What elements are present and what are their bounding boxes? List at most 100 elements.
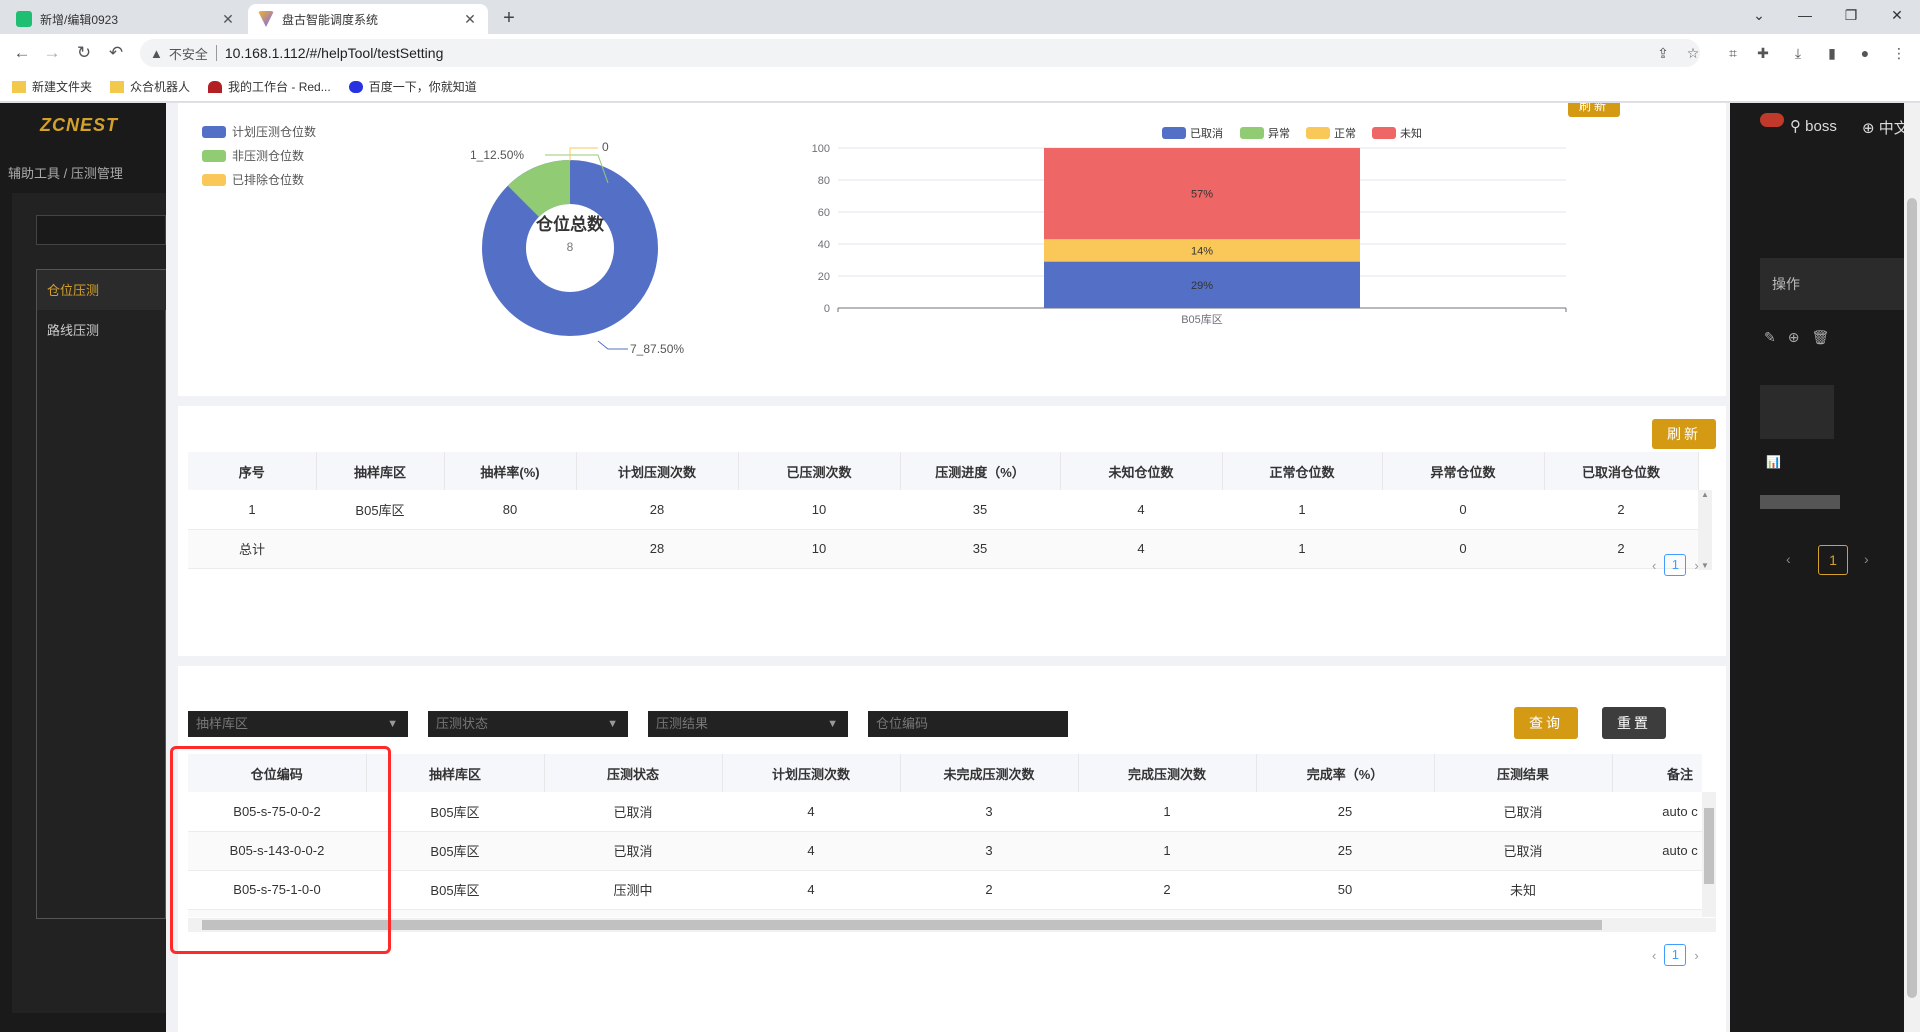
bar-segment[interactable] [1044, 239, 1360, 262]
legend-swatch[interactable] [1162, 127, 1186, 139]
user-menu[interactable]: ⚲ boss [1790, 117, 1837, 135]
table-row[interactable]: B05-s-75-1-0-0 B05库区 压测中 4 2 2 50 未知 [188, 870, 1702, 910]
chart-icon[interactable]: 📊 [1766, 455, 1781, 469]
select-placeholder: 压测状态 [436, 716, 489, 731]
table-row[interactable]: B05-s-143-1-0-2B05库区压测中4400未知 [188, 909, 1702, 917]
area-select[interactable]: 抽样库区 ▼ [188, 711, 408, 737]
legend-swatch[interactable] [1240, 127, 1264, 139]
table-row[interactable]: B05-s-143-0-0-2 B05库区 已取消 4 3 1 25 已取消 auto c [188, 831, 1702, 871]
slice-label: 1_12.50% [470, 148, 524, 162]
restore-icon[interactable]: ❐ [1844, 7, 1858, 23]
tab-search-icon[interactable]: ⌄ [1753, 7, 1765, 23]
table-cell: 未知 [1434, 909, 1612, 917]
column-header: 正常仓位数 [1222, 452, 1383, 490]
next-page-icon[interactable]: › [1694, 947, 1699, 963]
table-cell: 0 [1078, 909, 1256, 917]
scroll-up-icon[interactable]: ▲ [1701, 490, 1709, 499]
download-icon[interactable]: ⤓ [1794, 45, 1802, 61]
table-cell: B05-s-143-1-0-2 [188, 909, 366, 917]
bar-segment[interactable] [1044, 261, 1360, 308]
reload-icon[interactable]: ↻ [76, 43, 92, 62]
scroll-thumb[interactable] [202, 920, 1602, 930]
table-row[interactable]: B05-s-75-0-0-2 B05库区 已取消 4 3 1 25 已取消 auto c [188, 792, 1702, 832]
scroll-down-icon[interactable]: ▼ [1701, 561, 1709, 570]
sidepanel-icon[interactable]: ▮ [1828, 45, 1836, 61]
window-close-icon[interactable]: ✕ [1891, 7, 1903, 23]
scroll-thumb[interactable] [1704, 808, 1714, 884]
bookmark-link[interactable]: 百度一下，你就知道 [348, 78, 477, 95]
donut-slice-nontest[interactable] [507, 160, 570, 217]
table-cell: B05-s-143-0-0-2 [188, 831, 366, 871]
table-cell: B05库区 [366, 831, 544, 871]
prev-page-icon[interactable]: ‹ [1652, 947, 1657, 963]
next-page-icon[interactable]: › [1864, 551, 1869, 567]
summary-card: 刷新 序号 抽样库区 抽样率(%) 计划压测次数 已压测次数 压测进度（%） 未知仓位数 正常… [178, 406, 1726, 656]
add-icon[interactable]: ⊕ [1787, 329, 1812, 345]
language-menu[interactable]: ⊕ 中文 [1862, 117, 1909, 138]
column-header: 抽样库区 [316, 452, 445, 490]
code-input[interactable]: 仓位编码 [868, 711, 1068, 737]
legend-swatch[interactable] [1306, 127, 1330, 139]
bookmark-folder[interactable]: 众合机器人 [110, 78, 190, 95]
reset-button[interactable]: 重置 [1602, 707, 1666, 739]
detail-vscrollbar[interactable] [1702, 792, 1716, 917]
legend-label: 正常 [1334, 127, 1356, 140]
page-scrollbar[interactable] [1904, 103, 1920, 1032]
prev-page-icon[interactable]: ‹ [1786, 551, 1791, 567]
breadcrumb[interactable]: 辅助工具 / 压测管理 [8, 166, 123, 181]
undo-icon[interactable]: ↶ [108, 43, 124, 62]
donut-legend-item[interactable]: 计划压测仓位数 [202, 123, 316, 140]
background-scrollbar[interactable] [1760, 495, 1840, 509]
status-select[interactable]: 压测状态 ▼ [428, 711, 628, 737]
data-label: 29% [1191, 280, 1213, 292]
tree-search-input[interactable] [36, 215, 166, 245]
browser-tab-2[interactable]: 盘古智能调度系统 ✕ [248, 4, 488, 34]
crop-icon[interactable]: ⌗ [1729, 45, 1737, 61]
page-number[interactable]: 1 [1664, 554, 1687, 576]
table-row[interactable]: 1 B05库区 80 28 10 35 4 1 0 2 [188, 490, 1698, 530]
delete-icon[interactable]: 🗑 [1811, 329, 1842, 345]
next-page-icon[interactable]: › [1694, 557, 1699, 573]
table-cell: 35 [900, 529, 1060, 569]
scroll-thumb[interactable] [1907, 198, 1917, 998]
bar-segment[interactable] [1044, 148, 1360, 240]
legend-swatch[interactable] [1372, 127, 1396, 139]
result-select[interactable]: 压测结果 ▼ [648, 711, 848, 737]
tree-item-route-test[interactable]: 路线压测 [47, 323, 100, 338]
notification-badge[interactable] [1760, 113, 1784, 127]
summary-refresh-button[interactable]: 刷新 [1652, 419, 1716, 449]
user-name: boss [1805, 118, 1837, 135]
forward-icon[interactable]: → [43, 43, 61, 62]
url-field[interactable]: ▲ 不安全 10.168.1.112/#/helpTool/testSettin… [140, 39, 1700, 67]
query-button[interactable]: 查询 [1514, 707, 1578, 739]
menu-icon[interactable]: ⋮ [1892, 45, 1906, 61]
donut-legend-item[interactable]: 已排除仓位数 [202, 171, 304, 188]
minimize-icon[interactable]: — [1798, 7, 1812, 23]
back-icon[interactable]: ← [13, 43, 31, 62]
prev-page-icon[interactable]: ‹ [1652, 557, 1657, 573]
page-number[interactable]: 1 [1818, 545, 1848, 575]
new-tab-icon[interactable]: + [503, 7, 515, 29]
y-tick-label: 60 [818, 207, 830, 219]
table-cell: B05-s-75-1-0-0 [188, 870, 366, 910]
profile-icon[interactable]: ● [1860, 45, 1870, 61]
share-icon[interactable]: ⇪ [1657, 45, 1669, 61]
close-icon[interactable]: ✕ [464, 10, 476, 27]
bookmark-folder[interactable]: 新建文件夹 [12, 78, 92, 95]
table-cell: 3 [900, 792, 1078, 832]
summary-scrollbar[interactable]: ▲ ▼ [1698, 490, 1712, 570]
star-icon[interactable]: ☆ [1686, 45, 1700, 61]
table-row[interactable]: 总计 28 10 35 4 1 0 2 [188, 529, 1698, 569]
donut-legend-item[interactable]: 非压测仓位数 [202, 147, 304, 164]
tree-item-warehouse-test[interactable]: 仓位压测 [47, 283, 100, 298]
bookmark-link[interactable]: 我的工作台 - Red... [208, 78, 331, 95]
detail-hscrollbar[interactable] [188, 918, 1716, 932]
close-icon[interactable]: ✕ [222, 10, 234, 27]
browser-tab-1[interactable]: 新增/编辑0923 ✕ [6, 4, 246, 34]
edit-icon[interactable]: ✎ [1764, 329, 1788, 345]
table-cell: 0 [1382, 529, 1544, 569]
extensions-icon[interactable]: ✚ [1757, 45, 1769, 61]
top-refresh-button[interactable]: 刷新 [1568, 103, 1620, 117]
page-number[interactable]: 1 [1664, 944, 1687, 966]
legend-swatch [202, 149, 226, 162]
